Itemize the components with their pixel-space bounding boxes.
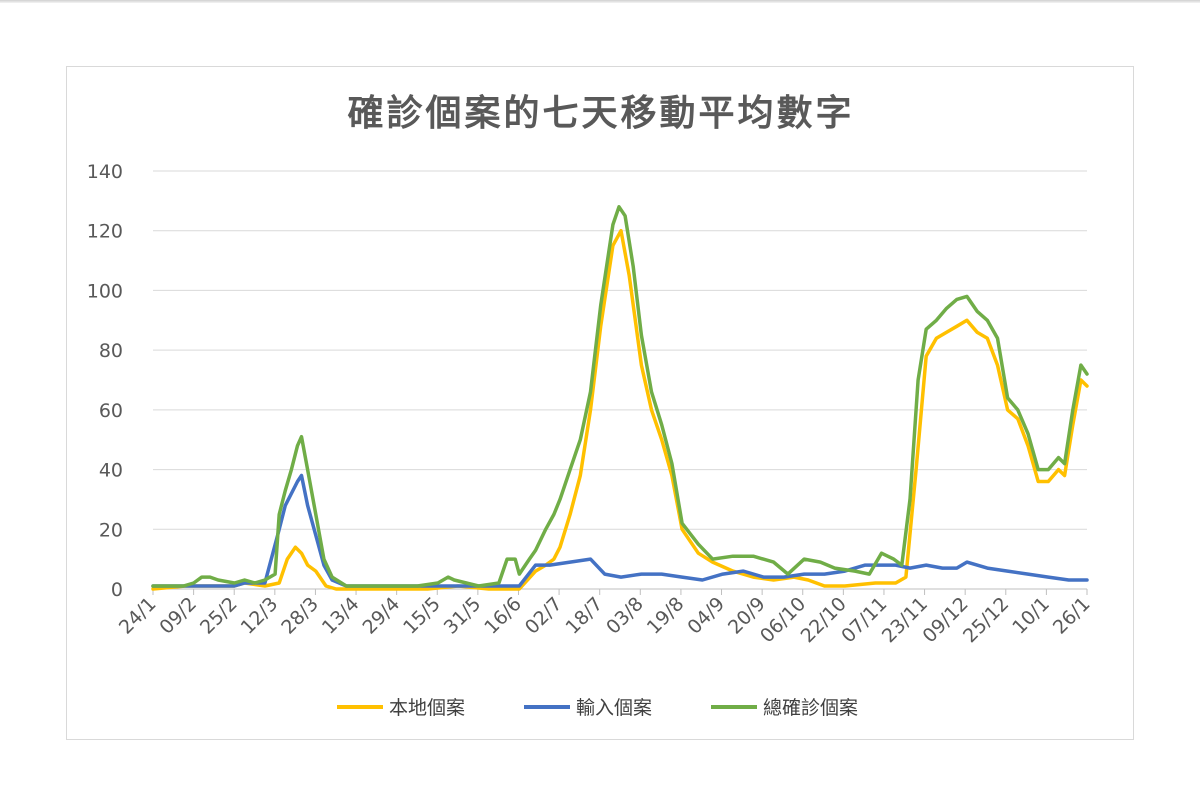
x-tick-label: 07/11 [837, 593, 891, 647]
legend-label-1: 輸入個案 [576, 697, 652, 719]
x-axis-ticks: 24/109/225/212/328/313/429/415/531/516/6… [115, 589, 1095, 647]
x-tick-label: 10/1 [1008, 593, 1054, 639]
x-tick-label: 09/2 [155, 593, 201, 639]
x-tick-label: 31/5 [440, 593, 486, 639]
series-line-1 [151, 473, 1089, 588]
y-tick-label: 120 [87, 221, 123, 243]
legend-label-2: 總確診個案 [763, 697, 858, 719]
top-rule [0, 0, 1200, 3]
x-tick-label: 19/8 [643, 593, 689, 639]
x-tick-label: 23/11 [878, 593, 932, 647]
x-tick-label: 25/2 [196, 593, 242, 639]
y-tick-label: 100 [87, 280, 123, 302]
y-tick-label: 40 [99, 460, 123, 482]
y-tick-label: 140 [87, 161, 123, 183]
x-tick-label: 03/8 [602, 593, 648, 639]
x-tick-label: 15/5 [399, 593, 445, 639]
x-tick-label: 29/4 [358, 593, 404, 639]
y-tick-label: 0 [111, 579, 123, 601]
x-tick-label: 12/3 [237, 593, 283, 639]
x-tick-label: 26/1 [1049, 593, 1095, 639]
series-line-2 [151, 205, 1089, 588]
x-tick-label: 02/7 [521, 593, 567, 639]
x-tick-label: 04/9 [683, 593, 729, 639]
series-lines [151, 205, 1089, 591]
x-tick-label: 16/6 [480, 593, 526, 639]
chart-frame: 確診個案的七天移動平均數字 0 20 40 60 80 100 120 140 24/1 09/… [66, 66, 1134, 740]
legend-label-0: 本地個案 [389, 697, 465, 719]
x-tick-label: 18/7 [562, 593, 608, 639]
y-tick-label: 80 [99, 340, 123, 362]
x-tick-label: 09/12 [918, 593, 972, 647]
x-tick-label: 06/10 [756, 593, 810, 647]
y-tick-label: 20 [99, 519, 123, 541]
x-tick-label: 22/10 [797, 593, 851, 647]
x-tick-label: 13/4 [318, 593, 364, 639]
y-axis-ticks: 0 20 40 60 80 100 120 140 [87, 161, 123, 601]
chart-title: 確診個案的七天移動平均數字 [347, 92, 854, 134]
y-tick-label: 60 [99, 400, 123, 422]
line-chart: 確診個案的七天移動平均數字 0 20 40 60 80 100 120 140 24/109/… [87, 92, 1095, 719]
x-tick-label: 28/3 [277, 593, 323, 639]
legend: 本地個案 輸入個案 總確診個案 [337, 697, 858, 719]
series-line-0 [151, 228, 1089, 591]
x-tick-label: 25/12 [959, 593, 1013, 647]
